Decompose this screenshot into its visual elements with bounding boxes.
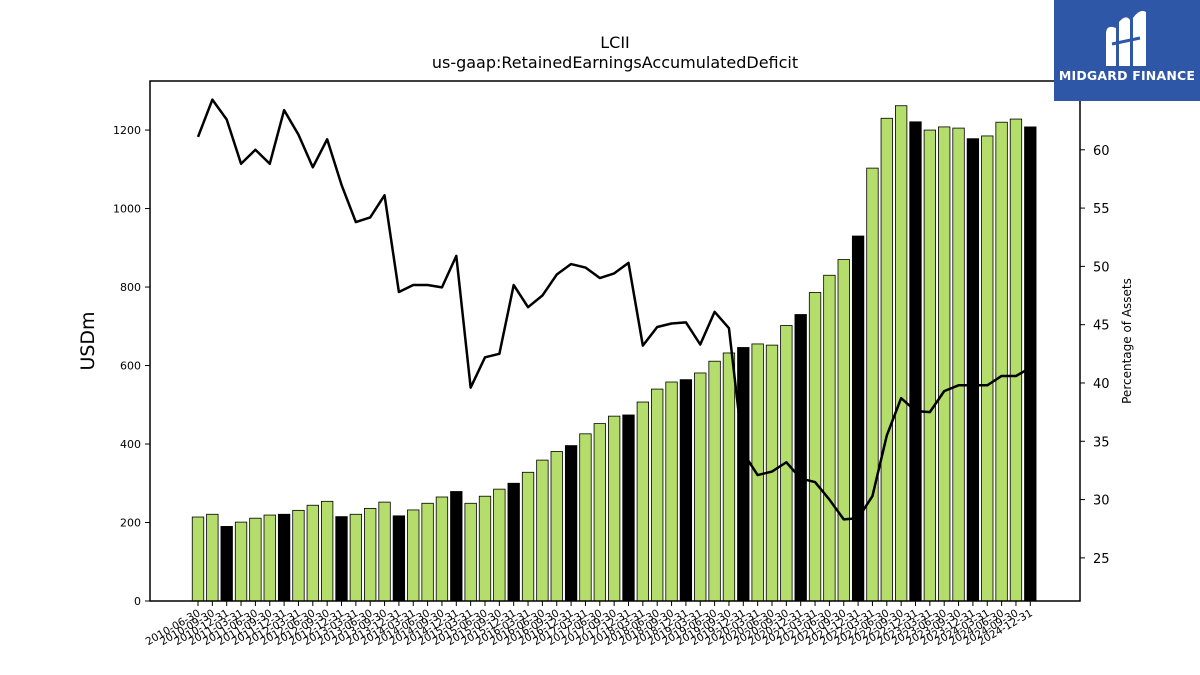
bar-2014-06-30	[421, 502, 434, 602]
bar-2016-09-30	[550, 451, 563, 602]
y-axis-right: 25 30 35 40 45 50 55 60	[1080, 144, 1110, 567]
bar-2023-09-30	[952, 127, 965, 602]
y2-tick-label: 30	[1093, 494, 1110, 509]
bar-2022-09-30	[895, 105, 908, 602]
bar-2015-06-30	[478, 495, 492, 602]
bar-2017-06-30	[593, 423, 606, 602]
bar-2011-03-31	[234, 521, 248, 602]
bar-2015-03-31	[464, 502, 477, 602]
percentage-line	[196, 98, 1031, 521]
bar-2017-03-31	[579, 433, 592, 602]
y-tick-label: 800	[120, 281, 141, 294]
y2-tick-label: 50	[1093, 260, 1110, 275]
bar-2013-06-30	[364, 507, 377, 602]
bar-2015-12-31	[507, 482, 520, 602]
bar-2021-12-31	[851, 235, 865, 602]
chart-title: LCII	[600, 33, 630, 52]
bar-2021-06-30	[823, 274, 836, 602]
midgard-logo-icon	[1106, 10, 1146, 66]
bar-2019-09-30	[722, 352, 736, 602]
bar-2021-09-30	[837, 259, 850, 602]
bar-2018-03-31	[636, 401, 649, 602]
bar-series	[191, 105, 1037, 602]
y-tick-label: 1200	[113, 124, 141, 137]
x-axis: 2010-06-302010-09-302010-12-312011-03-31…	[144, 601, 1035, 648]
bar-2014-03-31	[407, 509, 420, 602]
y-axis-label: USDm	[77, 311, 99, 370]
bar-2010-09-30	[206, 513, 219, 602]
bar-2014-09-30	[435, 496, 449, 602]
bar-2019-12-31	[737, 347, 750, 602]
bar-2024-12-31	[1024, 126, 1037, 602]
y2-tick-label: 45	[1093, 319, 1110, 334]
bar-2020-12-31	[794, 314, 807, 602]
y-tick-label: 600	[120, 360, 141, 373]
bar-2016-12-31	[564, 445, 578, 602]
bar-2024-09-30	[1009, 118, 1023, 602]
plot-frame	[149, 80, 1081, 602]
bar-2012-06-30	[306, 504, 319, 602]
bar-2019-06-30	[708, 360, 721, 602]
bar-2015-09-30	[493, 488, 506, 602]
brand-logo: MIDGARD FINANCE	[1054, 0, 1200, 101]
bar-2014-12-31	[450, 491, 463, 602]
bar-2022-06-30	[880, 117, 893, 602]
y2-tick-label: 35	[1093, 435, 1110, 450]
bar-2012-09-30	[320, 500, 334, 602]
y-tick-label: 400	[120, 438, 141, 451]
bar-2021-03-31	[808, 292, 822, 602]
y2-tick-label: 25	[1093, 552, 1110, 567]
y2-axis-label: Percentage of Assets	[1120, 278, 1134, 404]
bar-2018-12-31	[679, 379, 693, 602]
bar-2012-03-31	[292, 509, 305, 602]
bar-2011-12-31	[277, 513, 291, 602]
bar-2013-03-31	[349, 513, 363, 602]
y2-tick-label: 55	[1093, 202, 1110, 217]
bar-2010-12-31	[220, 526, 233, 602]
bar-2011-06-30	[249, 517, 262, 602]
bar-2018-09-30	[665, 381, 678, 602]
bar-2020-03-31	[751, 343, 764, 602]
bar-2023-03-31	[923, 129, 936, 602]
bar-2024-03-31	[981, 135, 994, 602]
bar-2017-12-31	[622, 414, 635, 602]
bar-2013-09-30	[378, 501, 391, 602]
bar-2022-12-31	[909, 121, 922, 602]
bar-2023-12-31	[966, 138, 980, 602]
bar-2022-03-31	[866, 167, 879, 602]
bar-2024-06-30	[995, 121, 1008, 602]
y-tick-label: 0	[134, 595, 141, 608]
brand-name: MIDGARD FINANCE	[1058, 68, 1196, 83]
bar-2013-12-31	[392, 515, 406, 602]
chart-subtitle: us-gaap:RetainedEarningsAccumulatedDefic…	[432, 53, 798, 72]
y-axis-left: 0 200 400 600 800 1000 1200	[113, 124, 150, 608]
y-tick-label: 1000	[113, 203, 141, 216]
bar-2011-09-30	[263, 514, 276, 602]
bar-2019-03-31	[694, 372, 707, 602]
bar-2012-12-31	[335, 516, 348, 602]
y2-tick-label: 60	[1093, 144, 1110, 159]
bar-2023-06-30	[938, 126, 951, 602]
y-tick-label: 200	[120, 517, 141, 530]
bar-2017-09-30	[608, 415, 621, 602]
bar-2010-06-30	[191, 516, 205, 602]
bar-2018-06-30	[651, 388, 664, 602]
y2-tick-label: 40	[1093, 377, 1110, 392]
bar-2016-03-31	[521, 471, 535, 602]
bar-2016-06-30	[536, 459, 549, 602]
